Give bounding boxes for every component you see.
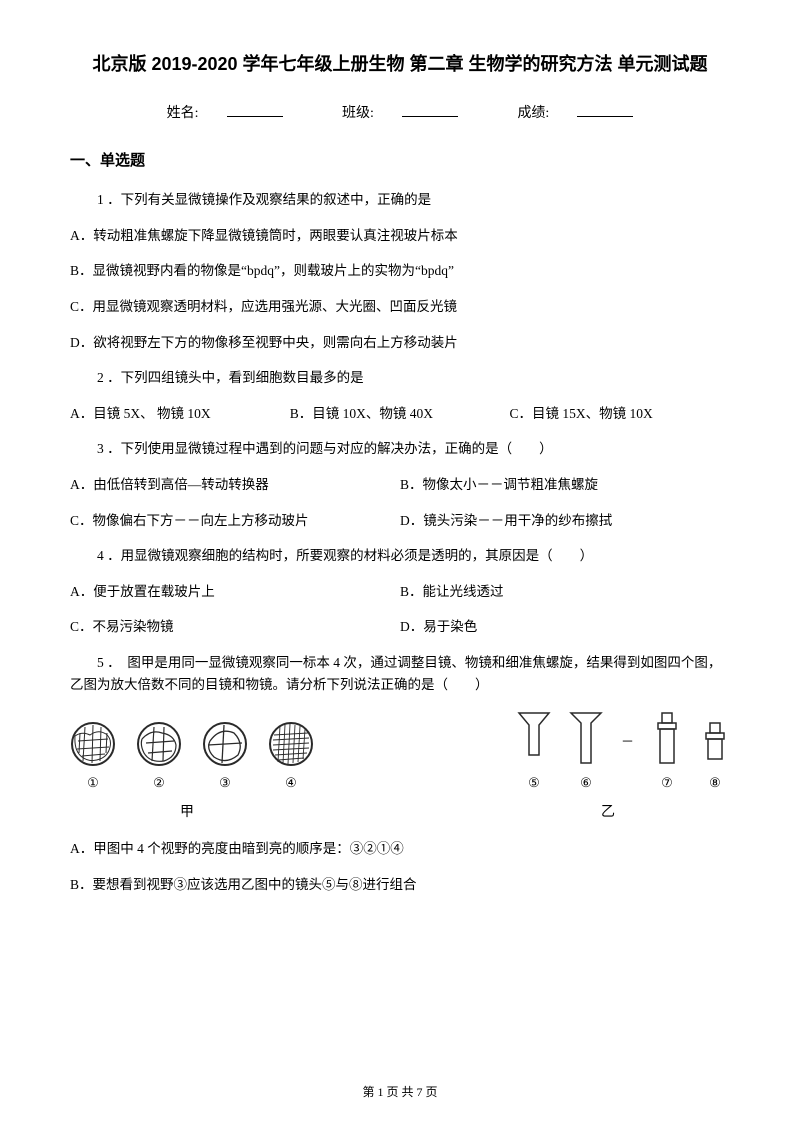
cells-sparse-icon (202, 721, 248, 767)
figure-circle-2: ② (136, 721, 182, 794)
figure-circle-1: ① (70, 721, 116, 794)
name-label: 姓名: (153, 106, 297, 121)
q3-stem: 3 ．下列使用显微镜过程中遇到的问题与对应的解决办法，正确的是（ ） (70, 438, 730, 460)
q2-option-a: A．目镜 5X、 物镜 10X (70, 403, 290, 425)
q4-stem: 4 ．用显微镜观察细胞的结构时，所要观察的材料必须是透明的，其原因是（ ） (70, 545, 730, 567)
q4-option-a: A．便于放置在载玻片上 (70, 581, 400, 603)
section-heading-1: 一、单选题 (70, 149, 730, 173)
q2-options: A．目镜 5X、 物镜 10X B．目镜 10X、物镜 40X C．目镜 15X… (70, 403, 730, 425)
score-label: 成绩: (503, 106, 647, 121)
q1-option-a: A．转动粗准焦螺旋下降显微镜镜筒时，两眼要认真注视玻片标本 (70, 225, 730, 247)
eyepiece-long-icon (569, 709, 603, 767)
figure-group-labels: 甲 乙 (70, 802, 730, 824)
figure-label-3: ③ (202, 773, 248, 794)
figure-label-7: ⑦ (652, 773, 682, 794)
q5-option-a: A．甲图中 4 个视野的亮度由暗到亮的顺序是：③②①④ (70, 838, 730, 860)
group-label-yi: 乙 (601, 802, 615, 824)
figure-label-4: ④ (268, 773, 314, 794)
q3-option-c: C．物像偏右下方－－向左上方移动玻片 (70, 510, 400, 532)
objective-long-icon (652, 709, 682, 767)
eyepiece-short-icon (517, 709, 551, 767)
class-blank (402, 101, 458, 117)
figure-dash: － (621, 732, 634, 753)
cells-medium-icon (136, 721, 182, 767)
figure-lens-6: ⑥ (569, 709, 603, 794)
figure-circle-3: ③ (202, 721, 248, 794)
q1-option-b: B．显微镜视野内看的物像是“bpdq”，则载玻片上的实物为“bpdq” (70, 260, 730, 282)
figure-label-6: ⑥ (569, 773, 603, 794)
q1-stem: 1 ．下列有关显微镜操作及观察结果的叙述中，正确的是 (70, 189, 730, 211)
q2-option-c: C．目镜 15X、物镜 10X (510, 403, 730, 425)
figure-label-8: ⑧ (700, 773, 730, 794)
class-label: 班级: (328, 106, 472, 121)
figure-group-jia: ① ② ③ (70, 721, 314, 794)
page-title: 北京版 2019-2020 学年七年级上册生物 第二章 生物学的研究方法 单元测… (70, 50, 730, 79)
cells-densest-icon (268, 721, 314, 767)
figure-row: ① ② ③ (70, 709, 730, 794)
figure-group-yi: ⑤ ⑥ － ⑦ (517, 709, 730, 794)
figure-label-5: ⑤ (517, 773, 551, 794)
q1-option-c: C．用显微镜观察透明材料，应选用强光源、大光圈、凹面反光镜 (70, 296, 730, 318)
info-line: 姓名: 班级: 成绩: (70, 101, 730, 125)
objective-short-icon (700, 709, 730, 767)
q2-option-b: B．目镜 10X、物镜 40X (290, 403, 510, 425)
figure-label-2: ② (136, 773, 182, 794)
q4-option-d: D．易于染色 (400, 616, 730, 638)
group-label-jia: 甲 (180, 802, 194, 824)
q4-option-b: B．能让光线透过 (400, 581, 730, 603)
cells-dense-icon (70, 721, 116, 767)
q3-option-b: B．物像太小－－调节粗准焦螺旋 (400, 474, 730, 496)
q3-options-row2: C．物像偏右下方－－向左上方移动玻片 D．镜头污染－－用干净的纱布擦拭 (70, 510, 730, 532)
score-blank (577, 101, 633, 117)
figure-lens-7: ⑦ (652, 709, 682, 794)
figure-label-1: ① (70, 773, 116, 794)
figure-lens-8: ⑧ (700, 709, 730, 794)
q3-options-row1: A．由低倍转到高倍—转动转换器 B．物像太小－－调节粗准焦螺旋 (70, 474, 730, 496)
q1-option-d: D．欲将视野左下方的物像移至视野中央，则需向右上方移动装片 (70, 332, 730, 354)
q5-stem: 5 ． 图甲是用同一显微镜观察同一标本 4 次，通过调整目镜、物镜和细准焦螺旋，… (70, 652, 730, 695)
q4-option-c: C．不易污染物镜 (70, 616, 400, 638)
q2-stem: 2 ．下列四组镜头中，看到细胞数目最多的是 (70, 367, 730, 389)
page-footer: 第 1 页 共 7 页 (0, 1083, 800, 1102)
figure-lens-5: ⑤ (517, 709, 551, 794)
q3-option-d: D．镜头污染－－用干净的纱布擦拭 (400, 510, 730, 532)
q3-option-a: A．由低倍转到高倍—转动转换器 (70, 474, 400, 496)
q4-options-row1: A．便于放置在载玻片上 B．能让光线透过 (70, 581, 730, 603)
q5-option-b: B．要想看到视野③应该选用乙图中的镜头⑤与⑧进行组合 (70, 874, 730, 896)
q4-options-row2: C．不易污染物镜 D．易于染色 (70, 616, 730, 638)
figure-circle-4: ④ (268, 721, 314, 794)
name-blank (227, 101, 283, 117)
